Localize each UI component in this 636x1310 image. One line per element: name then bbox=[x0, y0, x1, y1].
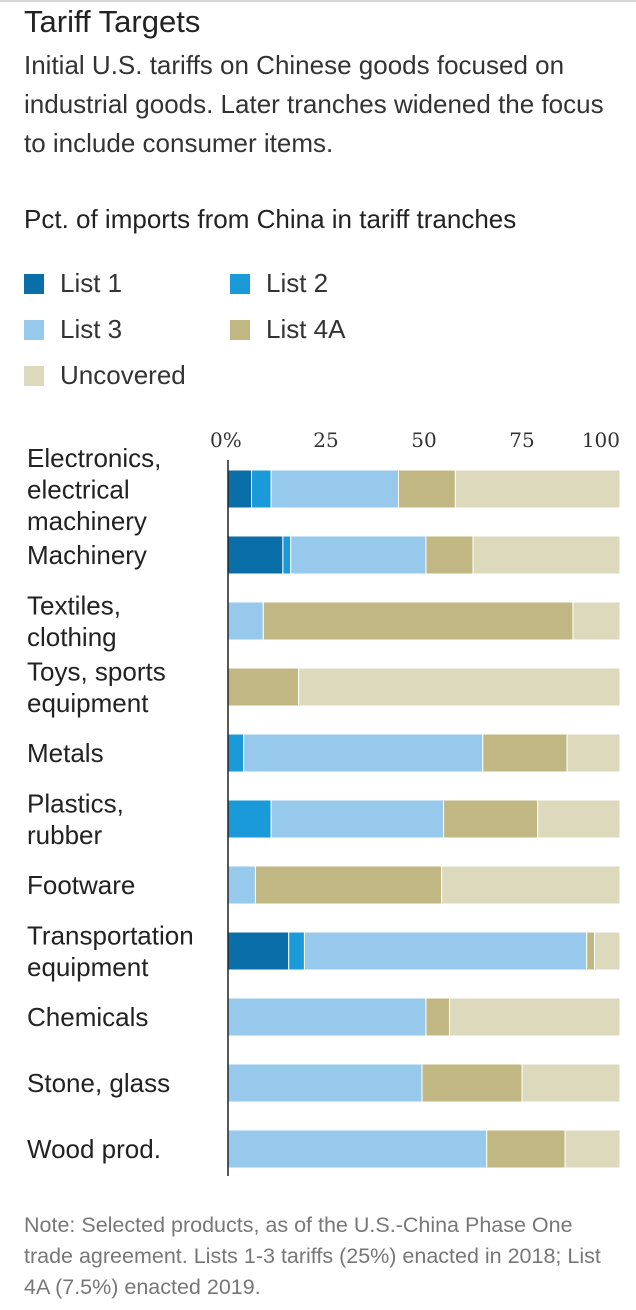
bar-segment bbox=[227, 931, 290, 971]
bar-segment bbox=[441, 865, 621, 905]
bar-segment bbox=[421, 1063, 523, 1103]
legend-swatch-uncovered bbox=[24, 365, 44, 386]
bar-segment bbox=[564, 1129, 621, 1169]
bar-segment bbox=[472, 535, 621, 575]
legend-label-list-2: List 2 bbox=[266, 268, 329, 298]
bar-segment bbox=[227, 997, 427, 1037]
bar-segment bbox=[227, 469, 253, 509]
bar-segment bbox=[482, 733, 568, 773]
bar-segment bbox=[251, 469, 272, 509]
bar-segment bbox=[282, 535, 292, 575]
bar-segment bbox=[586, 931, 596, 971]
category-label: Toys, sports equipment bbox=[27, 656, 166, 718]
bar-segment bbox=[448, 997, 621, 1037]
chart-measure-label: Pct. of imports from China in tariff tra… bbox=[24, 204, 517, 234]
bar-segment bbox=[290, 535, 427, 575]
bar-segment bbox=[486, 1129, 566, 1169]
legend-item-uncovered: Uncovered bbox=[24, 360, 186, 391]
bar-segment bbox=[443, 799, 539, 839]
stacked-bar-chart: 0% 25 50 75 100 Electronics, electrical machine… bbox=[27, 428, 621, 1176]
legend-label-list-1: List 1 bbox=[60, 268, 123, 298]
category-label: Electronics, electrical machinery bbox=[27, 443, 161, 536]
legend-label-list-4a: List 4A bbox=[266, 314, 346, 344]
x-tick-label: 25 bbox=[313, 428, 338, 452]
x-tick-label: 100 bbox=[582, 428, 620, 452]
bar-segment bbox=[566, 733, 621, 773]
category-label: Transportation equipment bbox=[27, 920, 194, 982]
bar-segment bbox=[227, 601, 264, 641]
bar-segment bbox=[227, 865, 256, 905]
legend-swatch-list-1 bbox=[24, 273, 44, 294]
bar-segment bbox=[303, 931, 588, 971]
bar-segment bbox=[262, 601, 574, 641]
bar-segment bbox=[398, 469, 456, 509]
category-label: Chemicals bbox=[27, 1002, 148, 1032]
legend-swatch-list-2 bbox=[230, 273, 250, 294]
bar-segment bbox=[572, 601, 621, 641]
legend-label-list-3: List 3 bbox=[60, 314, 123, 344]
bar-segment bbox=[243, 733, 484, 773]
bar-segment bbox=[227, 1129, 488, 1169]
legend-label-uncovered: Uncovered bbox=[60, 360, 186, 390]
bar-segment bbox=[254, 865, 443, 905]
legend: List 1 List 2 List 3 List 4A Uncovered bbox=[24, 268, 524, 408]
legend-item-list-4a: List 4A bbox=[230, 314, 346, 345]
bar-segment bbox=[227, 799, 272, 839]
bar-segment bbox=[298, 667, 621, 707]
x-tick-label: 50 bbox=[411, 428, 436, 452]
category-label: Machinery bbox=[27, 540, 147, 570]
bar-segment bbox=[537, 799, 621, 839]
legend-item-list-3: List 3 bbox=[24, 314, 122, 345]
legend-swatch-list-4a bbox=[230, 319, 250, 340]
chart-title: Tariff Targets bbox=[24, 4, 201, 39]
x-tick-label: 75 bbox=[509, 428, 534, 452]
bar-segment bbox=[270, 469, 400, 509]
category-label: Textiles, clothing bbox=[27, 590, 121, 652]
top-rule bbox=[0, 0, 636, 2]
bar-segment bbox=[288, 931, 305, 971]
x-tick-label: 0% bbox=[210, 428, 242, 452]
legend-item-list-1: List 1 bbox=[24, 268, 122, 299]
bar-segment bbox=[227, 1063, 423, 1103]
bar-segment bbox=[227, 667, 300, 707]
bar-segment bbox=[454, 469, 621, 509]
chart-note: Note: Selected products, as of the U.S.-… bbox=[24, 1213, 601, 1299]
bar-segment bbox=[227, 535, 284, 575]
bar-segment bbox=[425, 535, 474, 575]
legend-swatch-list-3 bbox=[24, 319, 44, 340]
category-label: Stone, glass bbox=[27, 1068, 170, 1098]
category-label: Metals bbox=[27, 738, 104, 768]
bar-segment bbox=[521, 1063, 621, 1103]
legend-item-list-2: List 2 bbox=[230, 268, 328, 299]
bar-segment bbox=[594, 931, 621, 971]
bar-segment bbox=[227, 733, 245, 773]
category-label: Footware bbox=[27, 870, 135, 900]
bar-segment bbox=[425, 997, 450, 1037]
category-label: Plastics, rubber bbox=[27, 788, 124, 850]
bar-segment bbox=[270, 799, 445, 839]
chart-subtitle: Initial U.S. tariffs on Chinese goods fo… bbox=[24, 50, 604, 158]
category-label: Wood prod. bbox=[27, 1134, 161, 1164]
